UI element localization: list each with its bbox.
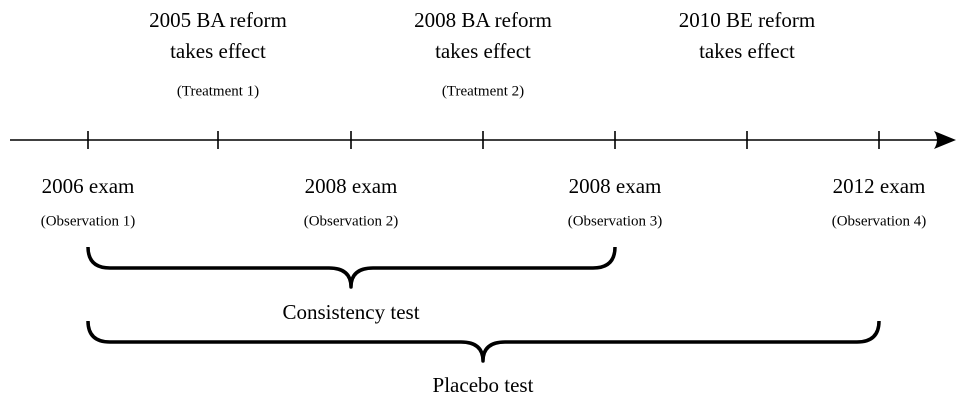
event-title: takes effect bbox=[699, 39, 795, 63]
event-title: 2008 BA reform bbox=[414, 8, 552, 32]
bracket-label: Consistency test bbox=[282, 300, 419, 324]
consistency-brace bbox=[86, 246, 617, 289]
event-note: (Treatment 1) bbox=[177, 83, 259, 99]
event-note: (Treatment 2) bbox=[442, 83, 524, 99]
placebo-brace bbox=[86, 320, 881, 363]
observation-note: (Observation 2) bbox=[304, 213, 399, 229]
event-title: 2010 BE reform bbox=[679, 8, 815, 32]
observation-note: (Observation 4) bbox=[832, 213, 927, 229]
axis-arrow bbox=[934, 131, 956, 149]
bracket-label: Placebo test bbox=[433, 373, 534, 397]
observation-note: (Observation 1) bbox=[41, 213, 136, 229]
observation-note: (Observation 3) bbox=[568, 213, 663, 229]
observation-label: 2008 exam bbox=[569, 174, 662, 198]
observation-label: 2012 exam bbox=[833, 174, 926, 198]
axis-ticks bbox=[87, 131, 880, 149]
observation-label: 2006 exam bbox=[42, 174, 135, 198]
observation-label: 2008 exam bbox=[305, 174, 398, 198]
event-title: 2005 BA reform bbox=[149, 8, 287, 32]
event-title: takes effect bbox=[170, 39, 266, 63]
event-title: takes effect bbox=[435, 39, 531, 63]
